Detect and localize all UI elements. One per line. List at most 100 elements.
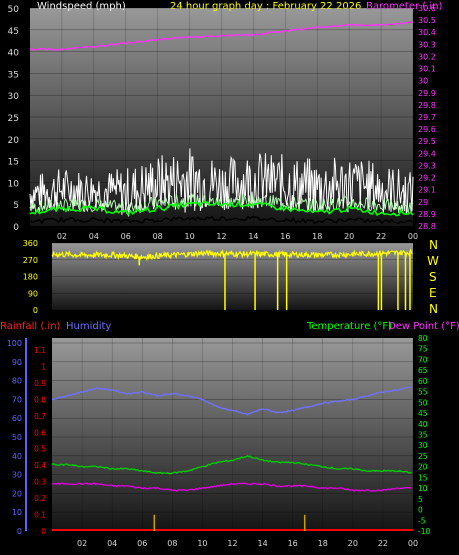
wind-y-tick-label: 20 (8, 136, 20, 146)
rainfall-y-tick-label: 0.2 (34, 494, 46, 503)
wind-x-tick-label: 00 (408, 232, 418, 241)
barometer-y-tick-label: 29.8 (418, 101, 436, 110)
barometer-y-tick-label: 30.1 (418, 65, 436, 74)
temperature-y-tick-label: 50 (418, 398, 428, 407)
wind-y-tick-label: 35 (8, 70, 19, 80)
wind-x-tick-label: 10 (184, 232, 194, 241)
wind-y-tick-label: 45 (8, 27, 19, 37)
compass-s: S (429, 270, 437, 284)
temperature-y-tick-label: 20 (418, 463, 428, 472)
temperature-y-tick-label: 40 (418, 420, 428, 429)
direction-y-tick-label: 180 (23, 273, 38, 282)
wind-y-tick-label: 30 (8, 92, 20, 102)
temperature-line (51, 454, 412, 475)
barometer-y-tick-label: 29.2 (418, 174, 436, 183)
temperature-y-tick-label: 55 (418, 388, 428, 397)
temperature-y-tick-label: 65 (418, 366, 428, 375)
climate-x-tick-label: 16 (288, 539, 298, 548)
barometer-y-tick-label: 30.4 (418, 28, 436, 37)
temperature-axis-title: Temperature (°F) (306, 321, 392, 332)
rainfall-y-tick-label: 0.6 (34, 428, 46, 437)
humidity-y-tick-label: 50 (12, 433, 22, 442)
wind-direction-line (51, 248, 413, 261)
barometer-y-tick-label: 30.5 (418, 16, 436, 25)
compass-n-bottom: N (429, 302, 438, 316)
wind-light-line (29, 193, 414, 215)
humidity-y-tick-label: 20 (12, 489, 22, 498)
wind-x-tick-label: 04 (89, 232, 99, 241)
direction-y-tick-label: 360 (23, 239, 38, 248)
climate-panel (52, 338, 413, 531)
temperature-y-tick-label: 0 (418, 506, 423, 515)
temperature-y-tick-label: 60 (418, 377, 428, 386)
barometer-y-tick-label: 30 (418, 77, 428, 86)
climate-x-tick-label: 22 (378, 539, 388, 548)
humidity-y-tick-label: 90 (12, 358, 22, 367)
wind-y-tick-label: 25 (8, 114, 19, 124)
wind-x-tick-label: 12 (216, 232, 226, 241)
compass-w: W (427, 254, 439, 268)
climate-x-tick-label: 04 (107, 539, 117, 548)
climate-x-tick-label: 06 (137, 539, 147, 548)
temperature-y-tick-label: 80 (418, 334, 428, 343)
climate-x-tick-label: 08 (167, 539, 177, 548)
barometer-line (29, 21, 414, 51)
temperature-y-tick-label: -5 (418, 516, 426, 525)
wind-x-tick-label: 18 (312, 232, 322, 241)
climate-x-tick-label: 14 (257, 539, 267, 548)
dewpoint-line (51, 482, 412, 492)
compass-e: E (429, 286, 437, 300)
rainfall-y-tick-label: 0.7 (34, 412, 46, 421)
humidity-y-tick-label: 70 (12, 395, 22, 404)
axis-labels: 0510152025303540455028.828.92929.129.229… (7, 4, 436, 548)
dewpoint-axis-title: Dew Point (°F) (388, 321, 459, 332)
rainfall-y-tick-label: 0.4 (34, 461, 46, 470)
wind-y-tick-label: 15 (8, 158, 19, 168)
temperature-y-tick-label: -10 (418, 527, 430, 536)
barometer-y-tick-label: 28.8 (418, 222, 436, 231)
wind-x-tick-label: 06 (121, 232, 131, 241)
barometer-y-tick-label: 29.7 (418, 113, 436, 122)
barometer-y-tick-label: 29.1 (418, 186, 436, 195)
wind-x-tick-label: 22 (376, 232, 386, 241)
wind-x-tick-label: 02 (57, 232, 67, 241)
humidity-y-tick-label: 100 (7, 339, 22, 348)
rainfall-y-tick-label: 0.3 (34, 478, 46, 487)
direction-y-tick-label: 270 (23, 256, 38, 265)
rainfall-y-tick-label: 0.8 (34, 395, 46, 404)
barometer-y-tick-label: 30.6 (418, 4, 436, 13)
climate-x-tick-label: 12 (227, 539, 237, 548)
series-lines (29, 21, 414, 531)
barometer-y-tick-label: 29.5 (418, 137, 436, 146)
humidity-y-tick-label: 0 (17, 527, 22, 536)
temperature-y-tick-label: 35 (418, 431, 428, 440)
wind-y-tick-label: 10 (8, 179, 20, 189)
barometer-y-tick-label: 30.2 (418, 52, 436, 61)
humidity-y-tick-label: 80 (12, 377, 22, 386)
wind-x-tick-label: 20 (344, 232, 354, 241)
humidity-axis-title: Humidity (66, 321, 111, 332)
temperature-y-tick-label: 75 (418, 345, 428, 354)
rainfall-y-tick-label: 0.5 (34, 445, 46, 454)
rainfall-y-tick-label: 0.1 (34, 511, 46, 520)
temperature-y-tick-label: 10 (418, 484, 428, 493)
average-windspeed-line (29, 200, 414, 217)
wind-axis-title: Windspeed (mph) (37, 1, 126, 12)
humidity-y-tick-label: 30 (12, 471, 22, 480)
climate-x-tick-label: 10 (197, 539, 207, 548)
direction-y-tick-label: 90 (28, 289, 38, 298)
humidity-y-tick-label: 60 (12, 414, 22, 423)
temperature-y-tick-label: 70 (418, 355, 428, 364)
wind-x-tick-label: 16 (280, 232, 290, 241)
temperature-y-tick-label: 15 (418, 473, 428, 482)
climate-x-tick-label: 00 (408, 539, 418, 548)
barometer-y-tick-label: 29.4 (418, 149, 436, 158)
climate-x-tick-label: 20 (348, 539, 358, 548)
rainfall-y-tick-label: 1.1 (34, 346, 46, 355)
rainfall-y-tick-label: 1 (41, 362, 46, 371)
climate-x-tick-label: 18 (318, 539, 328, 548)
humidity-y-tick-label: 10 (12, 508, 22, 517)
barometer-y-tick-label: 29.9 (418, 89, 436, 98)
barometer-y-tick-label: 29.6 (418, 125, 436, 134)
